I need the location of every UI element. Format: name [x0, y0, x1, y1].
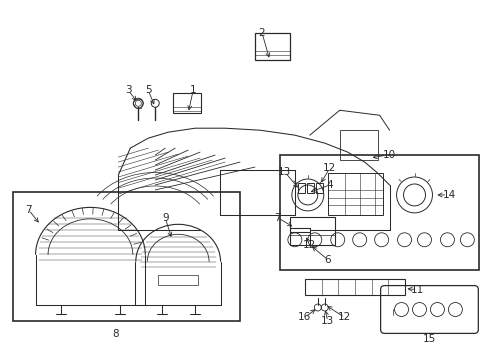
- Text: 7: 7: [274, 213, 281, 223]
- Text: 12: 12: [323, 163, 336, 173]
- Text: 13: 13: [321, 316, 334, 327]
- Text: 2: 2: [258, 28, 264, 37]
- Text: 4: 4: [326, 180, 332, 190]
- Bar: [158, 275, 198, 285]
- Text: 1: 1: [189, 85, 196, 95]
- Text: 8: 8: [112, 329, 119, 339]
- Bar: [327, 173, 382, 215]
- Bar: [315, 183, 322, 193]
- Text: 6: 6: [324, 255, 330, 265]
- Text: 9: 9: [162, 213, 168, 223]
- Text: 15: 15: [422, 334, 435, 345]
- Text: 3: 3: [125, 85, 131, 95]
- Bar: [339, 130, 377, 160]
- Bar: [306, 183, 313, 193]
- Text: 7: 7: [25, 205, 32, 215]
- Text: 10: 10: [382, 150, 395, 160]
- Bar: [297, 183, 304, 193]
- Bar: [289, 217, 334, 245]
- Bar: [13, 192, 240, 321]
- Bar: [254, 32, 289, 60]
- Text: 5: 5: [144, 85, 151, 95]
- Text: 14: 14: [442, 190, 455, 200]
- Text: 12: 12: [303, 240, 316, 250]
- Text: 13: 13: [278, 167, 291, 177]
- Text: 12: 12: [337, 312, 350, 323]
- Text: 16: 16: [298, 312, 311, 323]
- Bar: [279, 155, 478, 270]
- Bar: [173, 93, 201, 113]
- Text: 11: 11: [410, 284, 423, 294]
- Bar: [304, 279, 404, 294]
